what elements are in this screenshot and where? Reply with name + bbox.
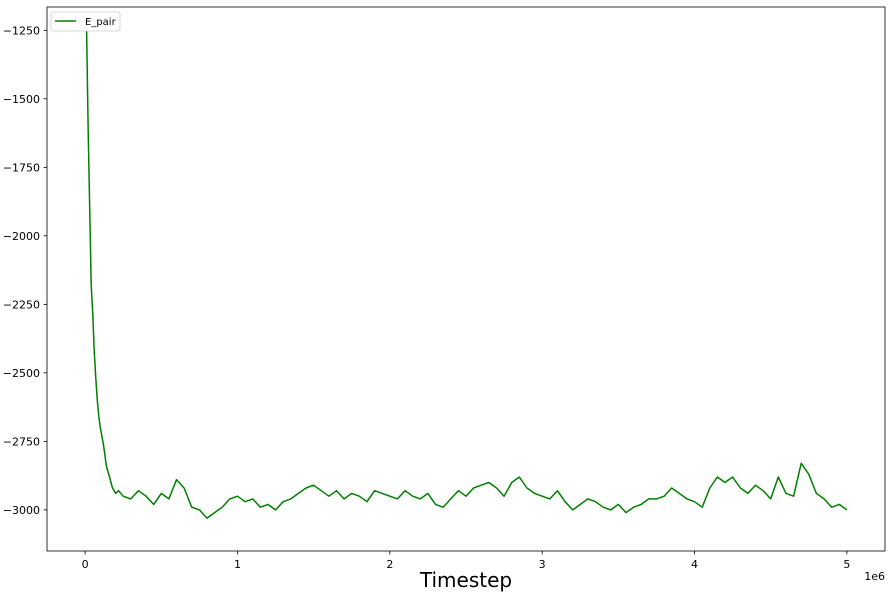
- plot-area: [46, 6, 886, 552]
- y-tick-label: −2500: [3, 367, 40, 380]
- y-tick-label: −1250: [3, 24, 40, 37]
- plot-frame: [46, 6, 886, 552]
- x-axis: 0 1 2 3 4 5: [82, 551, 850, 571]
- x-tick-label: 4: [691, 558, 698, 571]
- y-tick-label: −1500: [3, 93, 40, 106]
- y-tick-label: −1750: [3, 161, 40, 174]
- y-tick-label: −2000: [3, 230, 40, 243]
- y-axis: −1250 −1500 −1750 −2000 −2250 −2500 −2750 −3000: [3, 24, 47, 517]
- x-axis-title: Timestep: [419, 568, 512, 592]
- x-axis-offset-label: 1e6: [864, 570, 885, 583]
- legend-box: [50, 11, 121, 32]
- y-tick-label: −2750: [3, 435, 40, 448]
- y-tick-label: −2250: [3, 298, 40, 311]
- legend: E_pair: [50, 11, 121, 32]
- legend-label: E_pair: [85, 17, 117, 28]
- x-tick-label: 3: [539, 558, 546, 571]
- series-line-1: [85, 30, 848, 519]
- x-tick-label: 2: [386, 558, 393, 571]
- x-tick-label: 5: [843, 558, 850, 571]
- y-tick-label: −3000: [3, 504, 40, 517]
- x-tick-label: 1: [234, 558, 241, 571]
- x-tick-label: 0: [82, 558, 89, 571]
